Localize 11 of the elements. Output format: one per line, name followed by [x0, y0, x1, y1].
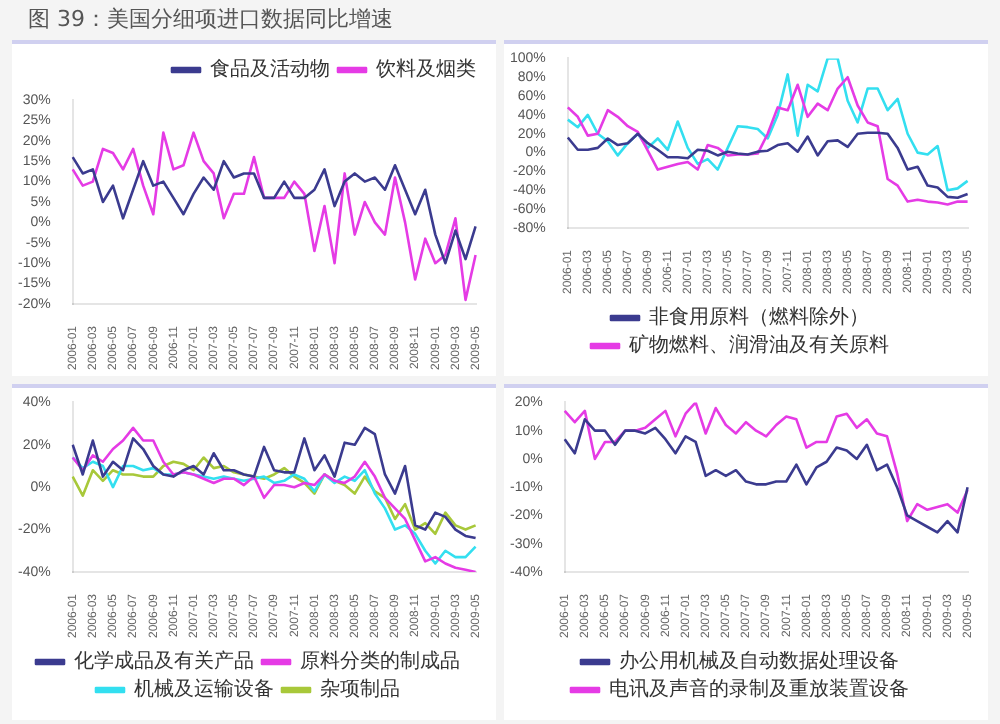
legend-label: 矿物燃料、润滑油及有关原料: [627, 333, 889, 358]
legend-label: 电讯及声音的录制及重放装置设备: [609, 677, 909, 702]
legend-label: 杂项制品: [320, 677, 400, 702]
legend-label: 机械及运输设备: [134, 677, 274, 702]
chart-title: 图 39：美国分细项进口数据同比增速: [26, 4, 395, 36]
legend-label: 饮料及烟类: [374, 57, 476, 82]
legend-label: 非食用原料（燃料除外）: [649, 305, 869, 330]
legend-label: 原料分类的制成品: [300, 649, 460, 674]
legend-label: 办公用机械及自动数据处理设备: [619, 649, 899, 674]
legend-label: 食品及活动物: [210, 57, 330, 82]
legend-label: 化学成品及有关产品: [74, 649, 254, 674]
